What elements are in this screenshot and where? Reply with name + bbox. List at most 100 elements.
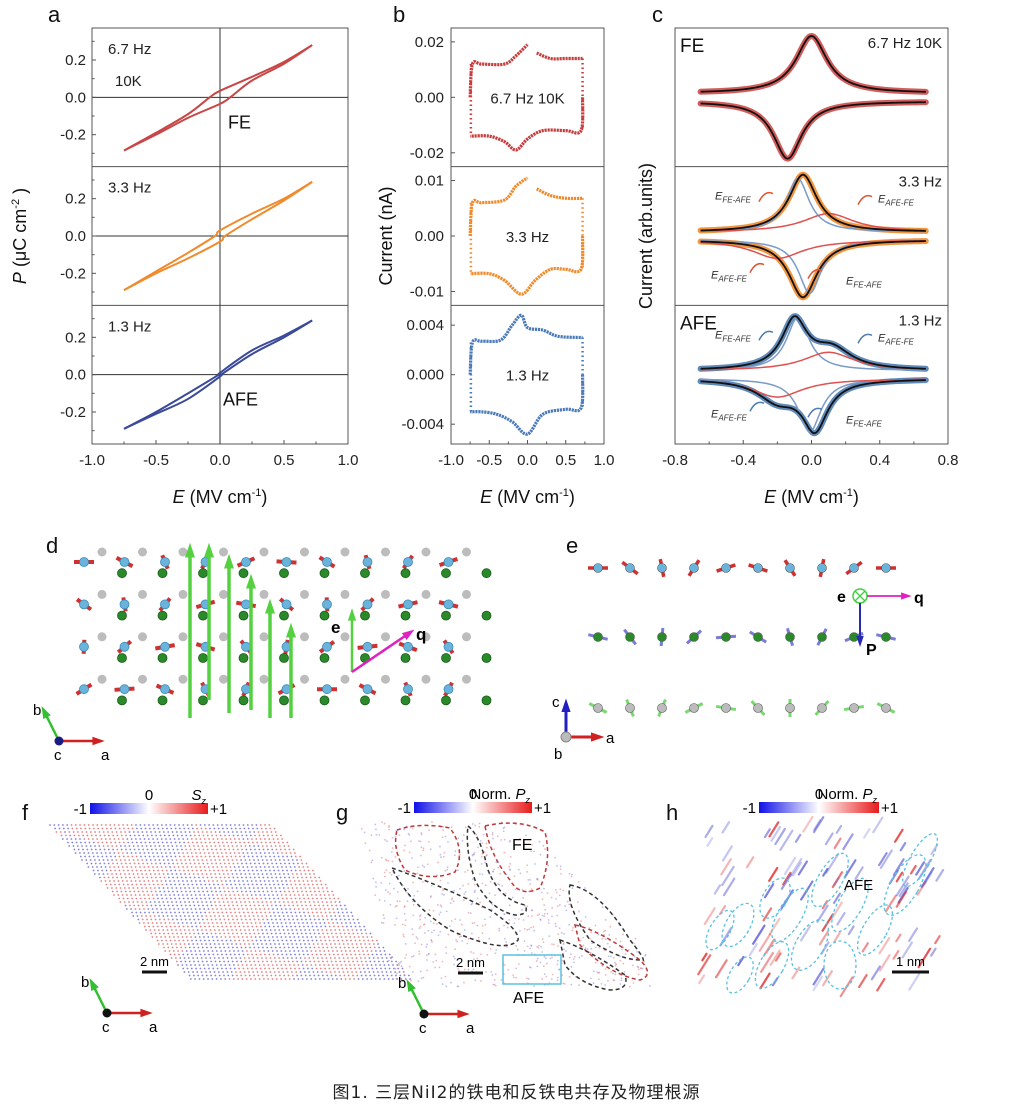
- polarization-site: [543, 973, 546, 976]
- spin-site: [114, 841, 117, 844]
- spin-site: [125, 834, 127, 837]
- spin-site: [191, 869, 194, 872]
- spin-site: [272, 953, 275, 956]
- spin-site: [161, 827, 164, 830]
- polarization-site: [405, 954, 408, 956]
- spin-site: [117, 894, 120, 896]
- spin-site: [196, 901, 199, 903]
- spin-site: [119, 845, 122, 847]
- x-tick-label: -0.5: [476, 452, 502, 469]
- spin-site: [68, 831, 71, 833]
- spin-site: [184, 918, 187, 921]
- spin-site: [211, 936, 214, 938]
- spin-site: [154, 859, 157, 861]
- polarization-streak: [876, 977, 886, 992]
- spin-site: [345, 939, 348, 942]
- q-vector-arrow-shaft: [351, 632, 409, 674]
- spin-site: [315, 953, 318, 956]
- polarization-arrow-green-head: [286, 622, 296, 638]
- spin-site: [270, 932, 273, 935]
- polarization-site: [498, 927, 500, 930]
- spin-site: [202, 978, 205, 980]
- spin-site: [215, 964, 218, 966]
- spin-site: [80, 827, 82, 830]
- spin-site: [212, 953, 215, 956]
- spin-site: [268, 866, 270, 868]
- iodine-atom-gray: [178, 674, 188, 684]
- spin-site: [288, 890, 290, 893]
- spin-site: [352, 974, 354, 977]
- polarization-site: [441, 836, 444, 839]
- polarization-streak: [774, 952, 782, 962]
- spin-site: [116, 862, 119, 865]
- iodine-atom-green: [157, 610, 168, 621]
- spin-site: [89, 845, 92, 847]
- spin-site: [274, 887, 277, 889]
- polarization-streak: [822, 970, 833, 987]
- spin-site: [350, 953, 352, 956]
- spin-site: [221, 939, 224, 942]
- polarization-site: [563, 982, 566, 985]
- axis-label-c: c: [102, 1019, 110, 1036]
- polarization-site: [394, 855, 397, 858]
- spin-site: [270, 918, 273, 921]
- polarization-streak: [892, 950, 900, 960]
- spin-site: [245, 978, 248, 980]
- spin-site: [256, 855, 258, 858]
- polarization-site: [418, 950, 421, 953]
- spin-site: [277, 911, 280, 914]
- spin-site: [337, 897, 340, 900]
- polarization-site: [380, 882, 383, 884]
- spin-site: [341, 967, 344, 970]
- spin-site: [173, 908, 176, 910]
- q-vector-arrow-head: [901, 592, 912, 600]
- spin-site: [382, 946, 385, 949]
- spin-site: [275, 848, 278, 851]
- polarization-site: [589, 951, 592, 954]
- spin-site: [153, 915, 156, 917]
- spin-site: [306, 978, 308, 980]
- spin-site: [216, 824, 219, 826]
- spin-site: [196, 957, 199, 959]
- spin-site: [267, 922, 270, 924]
- polarization-streak: [745, 856, 755, 869]
- spin-site: [197, 890, 200, 893]
- polarization-site: [492, 870, 494, 873]
- axis-b-arrow: [41, 706, 61, 742]
- spin-site: [312, 957, 315, 959]
- spin-site: [91, 852, 94, 854]
- polarization-site: [578, 956, 581, 959]
- spin-site: [259, 922, 261, 924]
- spin-site: [202, 862, 205, 865]
- spin-site: [186, 894, 189, 896]
- spin-site: [325, 943, 328, 945]
- spin-site: [257, 932, 260, 935]
- spin-site: [186, 925, 189, 928]
- spin-site: [272, 894, 274, 896]
- polarization-site: [500, 979, 503, 981]
- polarization-site: [463, 899, 465, 902]
- polarization-site: [432, 961, 435, 963]
- spin-site: [232, 978, 235, 980]
- spin-site: [264, 911, 267, 914]
- spin-site: [224, 936, 227, 938]
- spin-site: [274, 901, 277, 903]
- spin-site: [221, 824, 223, 826]
- spin-site: [198, 922, 201, 924]
- spin-site: [235, 901, 238, 903]
- spin-site: [165, 925, 168, 928]
- spin-site: [254, 862, 256, 865]
- spin-site: [320, 883, 323, 886]
- spin-site: [250, 922, 253, 924]
- polarization-site: [398, 834, 401, 837]
- spin-site: [234, 911, 237, 914]
- axis-a-arrow-head: [457, 1009, 470, 1019]
- spin-site: [160, 936, 162, 938]
- spin-site: [279, 862, 282, 865]
- spin-site: [67, 827, 69, 830]
- spin-site: [267, 894, 270, 896]
- polarization-site: [614, 973, 617, 976]
- spin-site: [343, 974, 346, 977]
- spin-site: [234, 869, 237, 872]
